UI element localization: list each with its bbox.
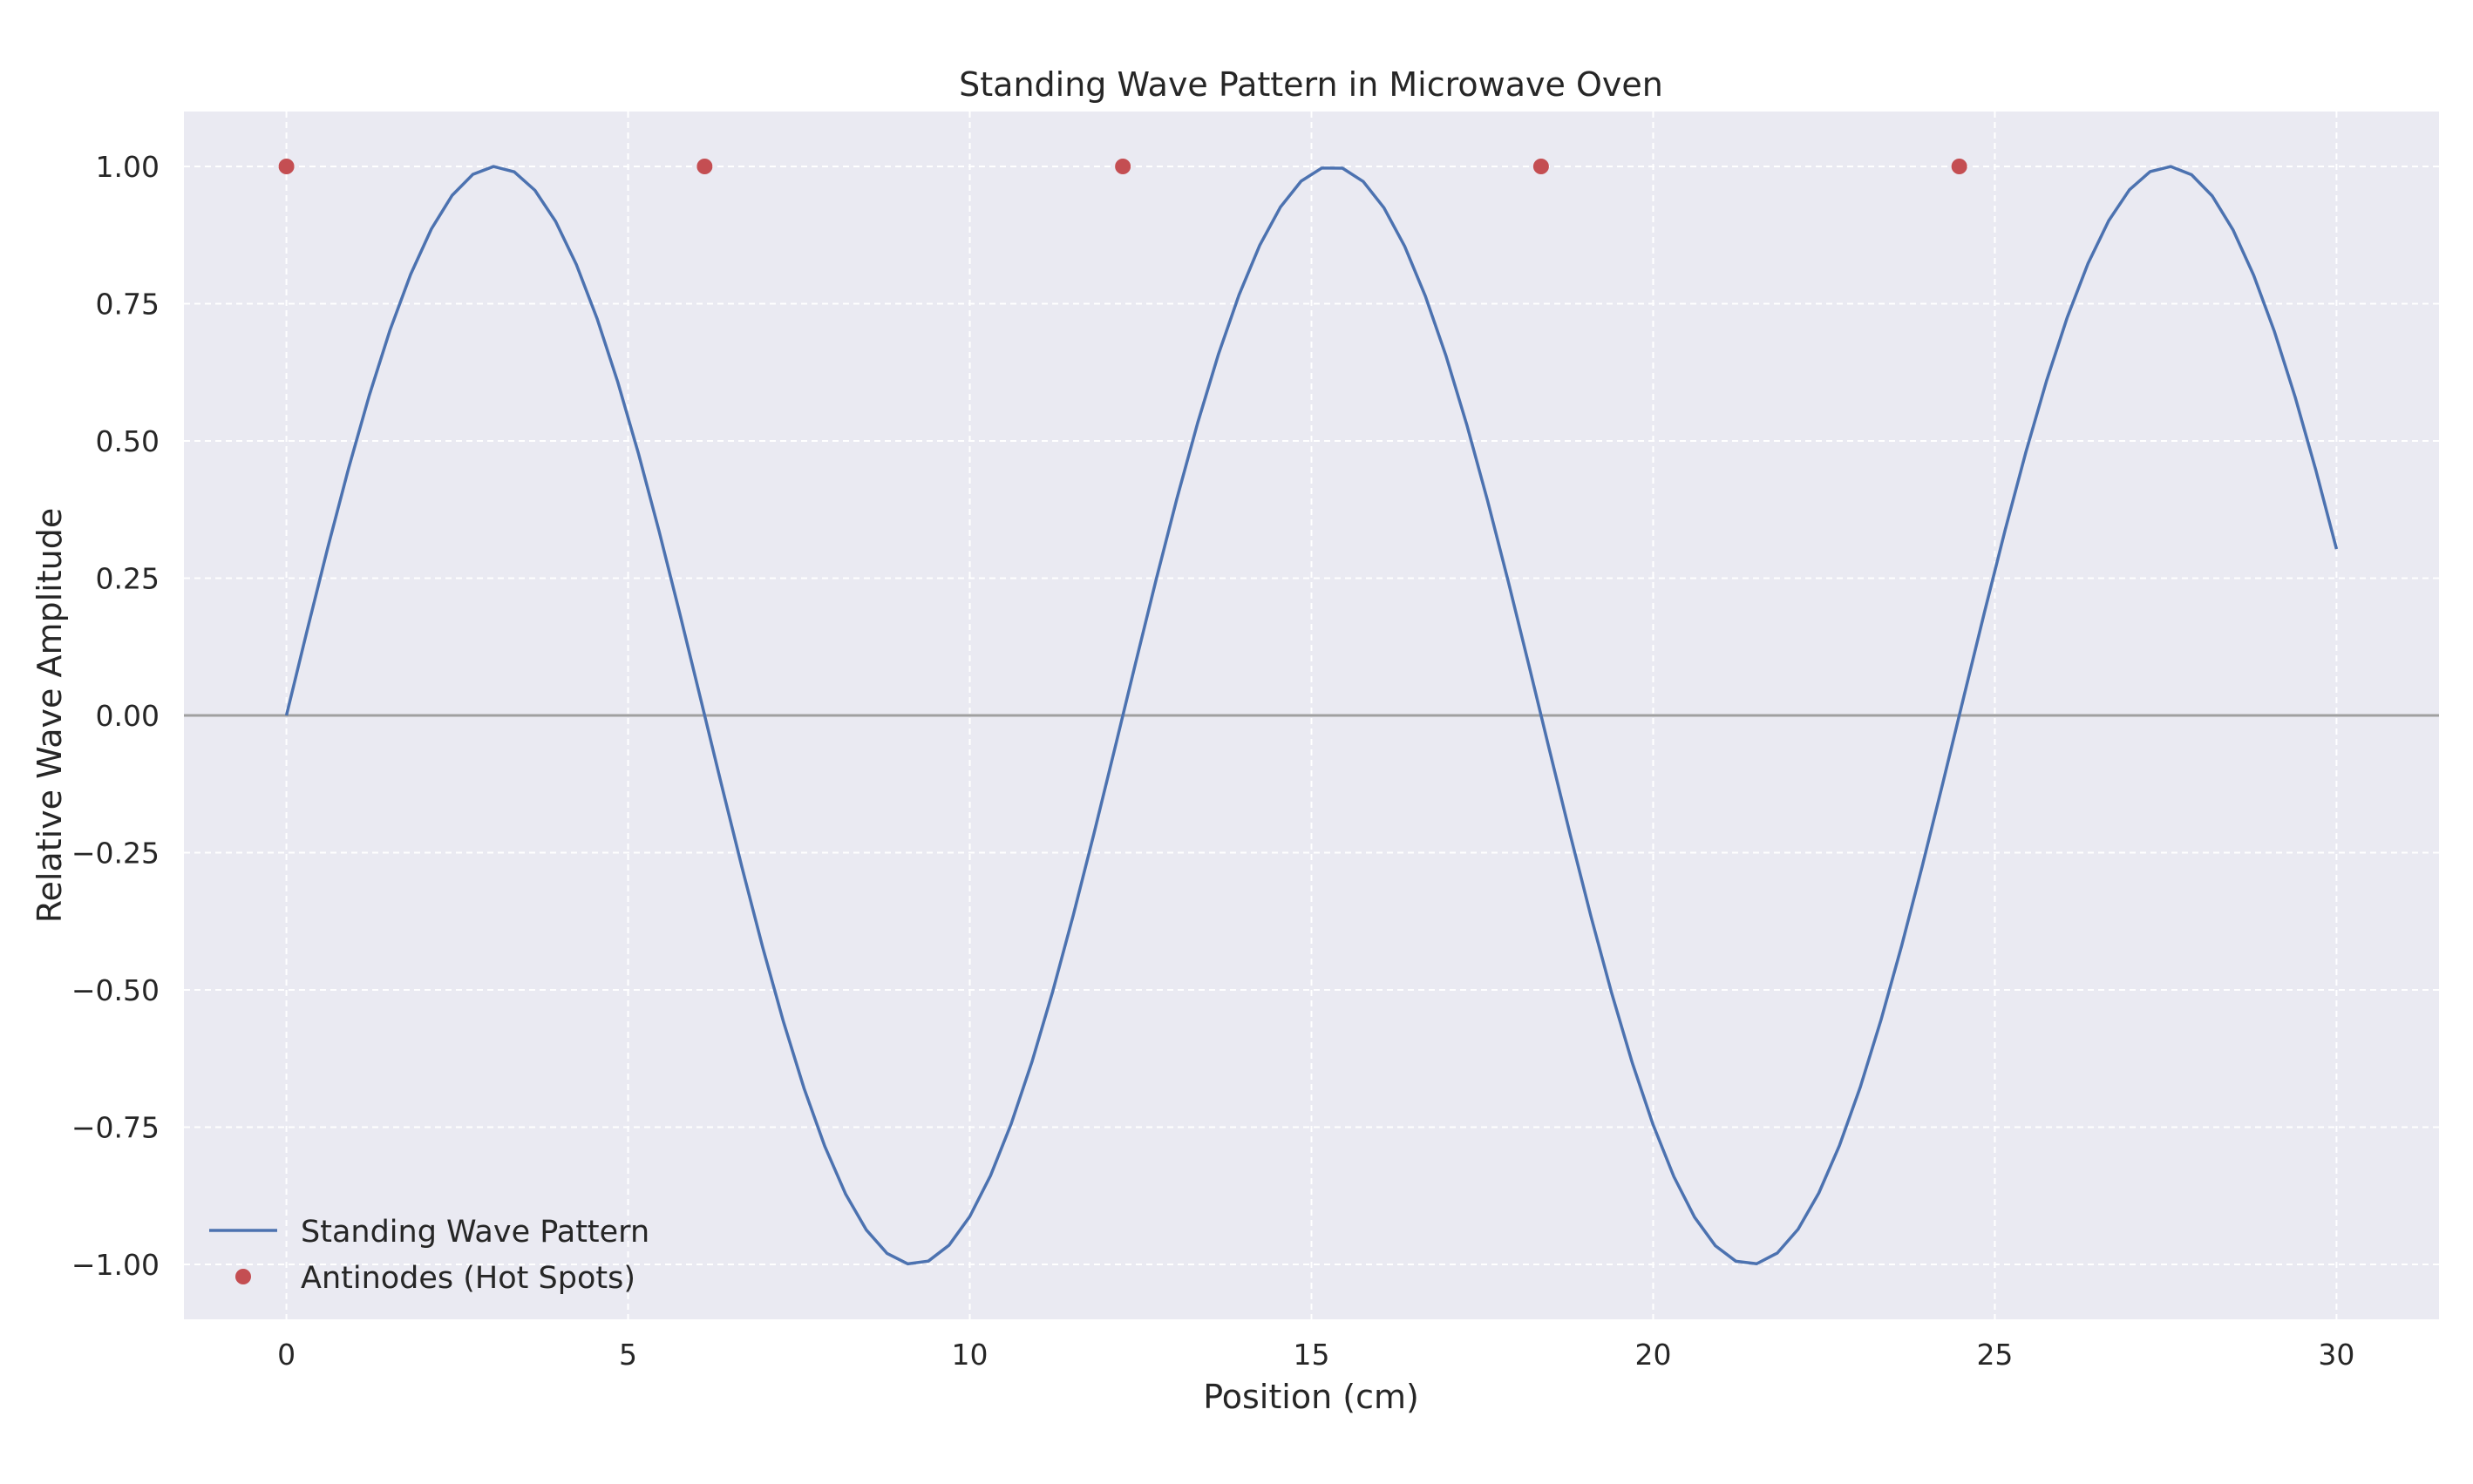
y-axis-label: Relative Wave Amplitude <box>31 508 69 923</box>
y-tick-label: −0.75 <box>71 1111 160 1145</box>
antinode-point <box>696 159 713 174</box>
x-tick-labels: 0 5 10 15 20 25 30 <box>277 1338 2354 1372</box>
x-tick-label: 10 <box>952 1338 989 1372</box>
x-tick-label: 5 <box>619 1338 637 1372</box>
x-tick-label: 0 <box>277 1338 296 1372</box>
y-tick-label: −0.25 <box>71 837 160 871</box>
y-tick-label: 0.75 <box>96 288 160 322</box>
y-tick-labels: 1.00 0.75 0.50 0.25 0.00 −0.25 −0.50 −0.75 −1.00 <box>71 150 160 1282</box>
antinode-points <box>278 159 1967 174</box>
x-tick-label: 20 <box>1634 1338 1671 1372</box>
legend-label-antinodes: Antinodes (Hot Spots) <box>301 1261 635 1296</box>
antinode-point <box>1115 159 1131 174</box>
series-standing-wave-line <box>284 165 2339 1266</box>
y-tick-label: 0.25 <box>96 562 160 596</box>
antinode-point <box>1951 159 1967 174</box>
antinode-point <box>278 159 295 174</box>
antinode-point <box>1532 159 1549 174</box>
legend-label-wave: Standing Wave Pattern <box>301 1215 649 1250</box>
y-tick-label: 0.00 <box>96 699 160 733</box>
x-axis-label: Position (cm) <box>1203 1378 1419 1416</box>
y-tick-label: 0.50 <box>96 424 160 458</box>
grid <box>184 112 2439 1319</box>
legend: Standing Wave Pattern Antinodes (Hot Spo… <box>209 1215 649 1296</box>
x-tick-label: 15 <box>1294 1338 1330 1372</box>
x-tick-label: 25 <box>1976 1338 2013 1372</box>
y-tick-label: −1.00 <box>71 1248 160 1282</box>
y-tick-label: 1.00 <box>96 150 160 184</box>
x-tick-label: 30 <box>2318 1338 2354 1372</box>
y-tick-label: −0.50 <box>71 973 160 1007</box>
chart-title: Standing Wave Pattern in Microwave Oven <box>959 65 1663 104</box>
legend-marker-swatch <box>235 1269 251 1284</box>
